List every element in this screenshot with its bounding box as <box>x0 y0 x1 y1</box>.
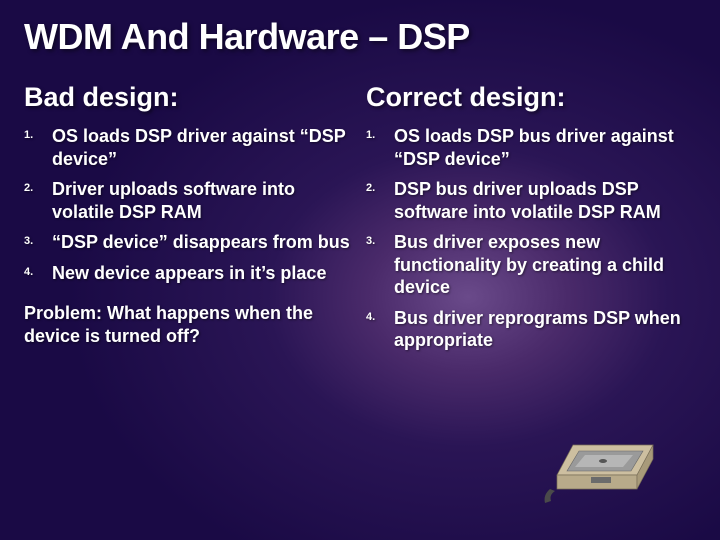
list-number: 2. <box>24 178 52 196</box>
list-number: 4. <box>24 262 52 280</box>
list-number: 3. <box>24 231 52 249</box>
list-text: OS loads DSP driver against “DSP device” <box>52 125 354 170</box>
list-item: 1. OS loads DSP bus driver against “DSP … <box>366 125 696 170</box>
list-number: 2. <box>366 178 394 196</box>
list-text: OS loads DSP bus driver against “DSP dev… <box>394 125 696 170</box>
list-text: “DSP device” disappears from bus <box>52 231 354 254</box>
slide-title: WDM And Hardware – DSP <box>24 16 696 58</box>
bad-design-list: 1. OS loads DSP driver against “DSP devi… <box>24 125 354 284</box>
list-text: DSP bus driver uploads DSP software into… <box>394 178 696 223</box>
left-column: Bad design: 1. OS loads DSP driver again… <box>24 82 354 360</box>
bad-design-heading: Bad design: <box>24 82 354 113</box>
correct-design-heading: Correct design: <box>366 82 696 113</box>
right-column: Correct design: 1. OS loads DSP bus driv… <box>366 82 696 360</box>
slide: WDM And Hardware – DSP Bad design: 1. OS… <box>0 0 720 360</box>
external-drive-icon <box>540 425 660 510</box>
two-column-layout: Bad design: 1. OS loads DSP driver again… <box>24 82 696 360</box>
list-item: 3. “DSP device” disappears from bus <box>24 231 354 254</box>
list-item: 3. Bus driver exposes new functionality … <box>366 231 696 299</box>
list-item: 1. OS loads DSP driver against “DSP devi… <box>24 125 354 170</box>
list-number: 3. <box>366 231 394 249</box>
list-text: New device appears in it’s place <box>52 262 354 285</box>
list-text: Bus driver reprograms DSP when appropria… <box>394 307 696 352</box>
list-item: 4. New device appears in it’s place <box>24 262 354 285</box>
list-number: 4. <box>366 307 394 325</box>
list-text: Driver uploads software into volatile DS… <box>52 178 354 223</box>
correct-design-list: 1. OS loads DSP bus driver against “DSP … <box>366 125 696 352</box>
list-item: 2. DSP bus driver uploads DSP software i… <box>366 178 696 223</box>
problem-text: Problem: What happens when the device is… <box>24 302 354 347</box>
list-number: 1. <box>24 125 52 143</box>
list-text: Bus driver exposes new functionality by … <box>394 231 696 299</box>
list-item: 2. Driver uploads software into volatile… <box>24 178 354 223</box>
list-number: 1. <box>366 125 394 143</box>
list-item: 4. Bus driver reprograms DSP when approp… <box>366 307 696 352</box>
